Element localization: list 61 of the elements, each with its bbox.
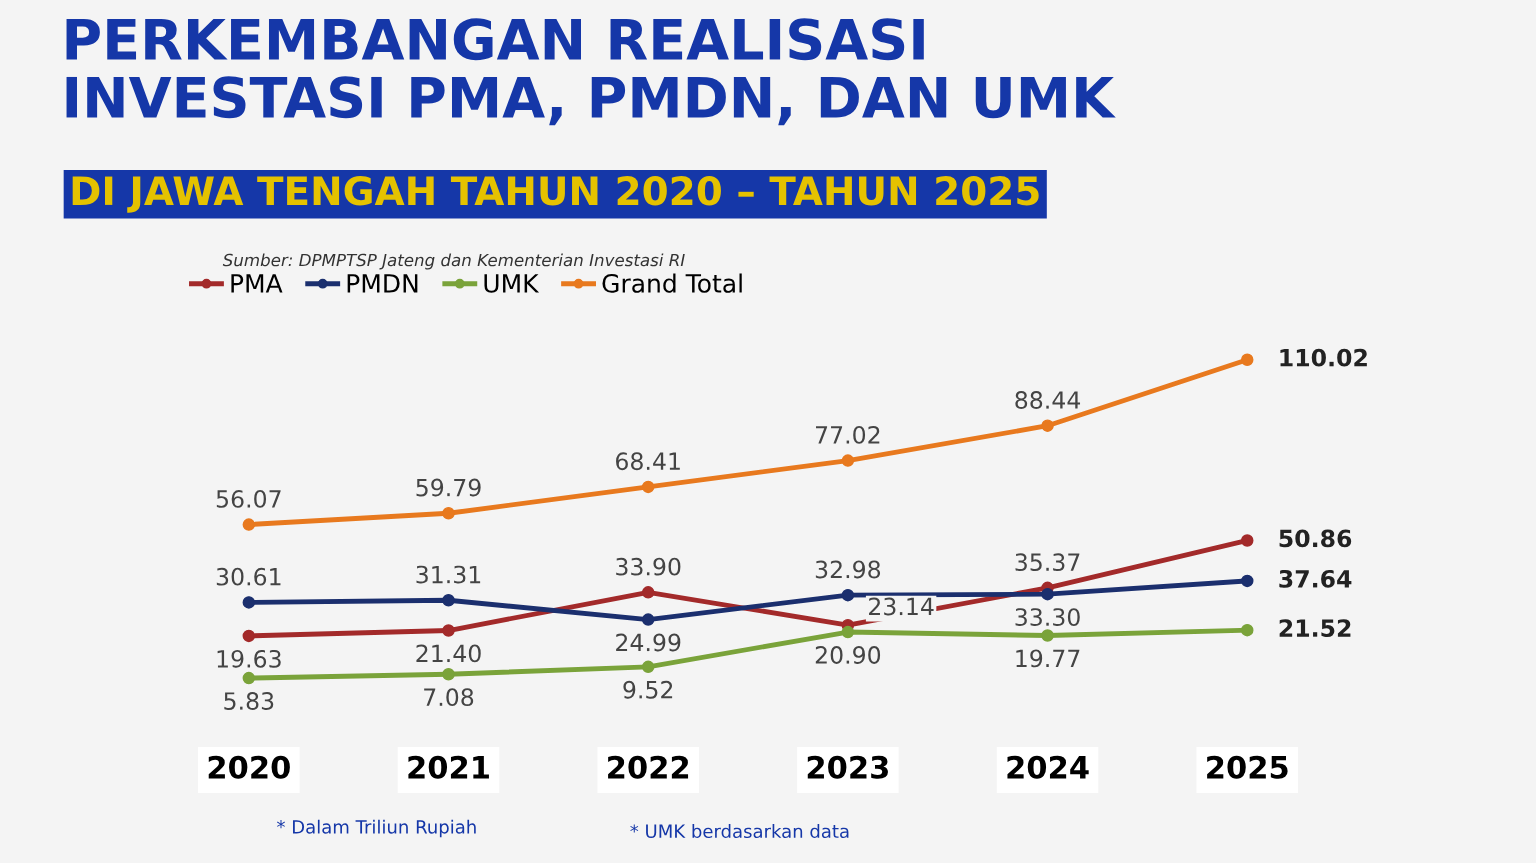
point — [442, 506, 455, 520]
data-label: 20.90 — [815, 646, 881, 664]
point — [1041, 587, 1054, 601]
point — [641, 613, 655, 626]
x-tick-label: 2020 — [208, 755, 290, 779]
data-label: 56.07 — [216, 489, 281, 508]
legend-label: PMDN — [347, 274, 418, 293]
data-label: 31.31 — [416, 565, 481, 584]
x-tick-label: 2024 — [1007, 755, 1089, 779]
data-label: 110.02 — [1280, 348, 1367, 367]
text: * Dalam Triliun Rupiah — [277, 819, 476, 838]
point — [641, 660, 655, 674]
data-label: 32.98 — [815, 560, 881, 579]
point — [1041, 419, 1054, 432]
point — [1240, 623, 1254, 637]
data-label: 77.02 — [816, 425, 880, 444]
point — [442, 668, 455, 681]
legend-label: Grand Total — [602, 273, 742, 293]
data-label: 5.83 — [224, 692, 274, 710]
text: Sumber: DPMPTSP Jateng dan Kementerian Investasi RI — [222, 253, 685, 270]
point — [841, 454, 855, 467]
x-tick-label: 2025 — [1207, 755, 1288, 779]
point — [841, 588, 855, 602]
chart-title: PERKEMBANGAN REALISASI INVESTASI PMA, PMDN, DAN UMK — [66, 18, 1116, 126]
point — [1240, 534, 1254, 547]
data-label: 35.37 — [1015, 553, 1080, 572]
x-tick-label: 2021 — [408, 755, 489, 779]
point — [1240, 353, 1254, 367]
point — [1240, 574, 1254, 588]
x-tick-label: 2022 — [608, 755, 689, 779]
data-label: 7.08 — [424, 688, 474, 707]
point — [242, 518, 256, 531]
data-label: 37.64 — [1279, 569, 1352, 588]
point — [442, 593, 455, 607]
chart-subtitle: DI JAWA TENGAH TAHUN 2020 – TAHUN 2025 — [72, 176, 1039, 213]
point — [242, 629, 256, 643]
data-label: 50.86 — [1279, 529, 1352, 548]
text: * UMK berdasarkan data — [630, 824, 849, 839]
data-label: 68.41 — [616, 452, 680, 471]
data-label: 19.63 — [217, 649, 281, 668]
data-label: 33.30 — [1015, 608, 1080, 627]
point — [641, 480, 655, 494]
data-label: 30.61 — [216, 567, 281, 586]
x-tick-label: 2023 — [807, 755, 888, 779]
point — [1041, 629, 1054, 642]
data-label: 21.40 — [416, 644, 481, 663]
data-label: 9.52 — [623, 680, 673, 699]
legend-label: PMA — [231, 274, 283, 293]
data-label: 19.77 — [1016, 649, 1080, 668]
data-label: 33.90 — [616, 557, 681, 576]
data-label: 21.52 — [1279, 619, 1351, 638]
point — [242, 671, 256, 685]
legend-label: UMK — [484, 274, 540, 293]
data-label: 59.79 — [416, 478, 481, 497]
point — [242, 596, 256, 609]
point — [442, 624, 455, 637]
data-label: 24.99 — [616, 633, 681, 652]
data-label: 88.44 — [1015, 391, 1081, 409]
point — [841, 625, 855, 639]
data-label: 23.14 — [869, 597, 934, 616]
point — [641, 586, 655, 599]
